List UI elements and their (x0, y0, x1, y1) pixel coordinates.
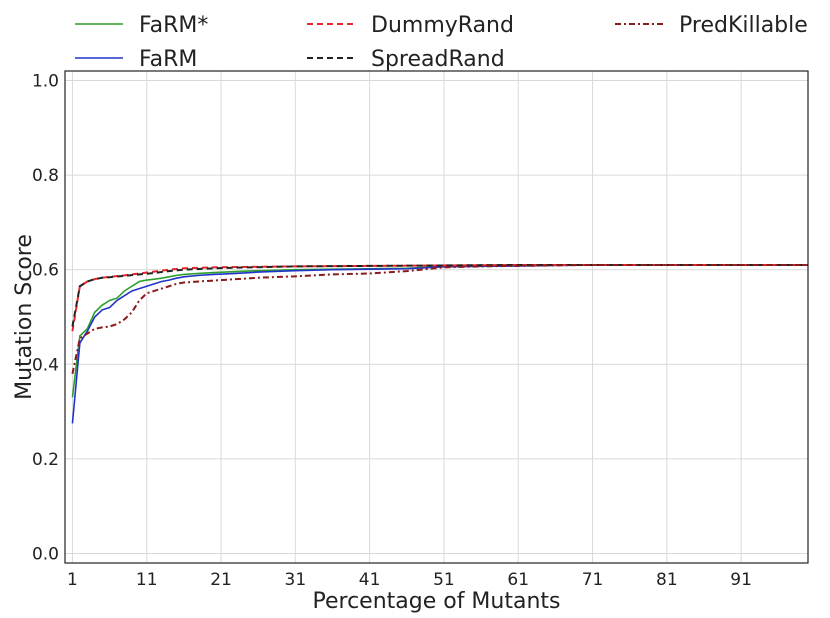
x-tick-label: 11 (136, 570, 158, 590)
series-line-predkillable (71, 263, 808, 374)
x-tick-label: 41 (359, 570, 381, 590)
x-tick-label: 21 (210, 570, 232, 590)
series-line-spreadrand (71, 263, 808, 327)
y-axis-title: Mutation Score (12, 234, 37, 400)
x-tick-label: 31 (285, 570, 307, 590)
y-tick-labels: 0.0 0.2 0.4 0.6 0.8 1.0 (32, 71, 59, 564)
legend-item: FaRM* (75, 13, 208, 38)
y-tick-label: 0.4 (32, 355, 59, 375)
y-tick-label: 0.0 (32, 545, 59, 565)
y-tick-label: 0.6 (32, 261, 59, 281)
legend-label: FaRM* (139, 13, 208, 38)
y-tick-label: 1.0 (32, 71, 59, 91)
plot-area-frame (64, 70, 809, 564)
legend-item: PredKillable (615, 13, 808, 38)
legend: FaRM* FaRM DummyRand SpreadRand PredKillable (75, 13, 808, 72)
x-tick-label: 51 (433, 570, 455, 590)
x-tick-label: 71 (582, 570, 604, 590)
legend-label: FaRM (139, 47, 197, 72)
legend-label: PredKillable (679, 13, 808, 38)
x-tick-labels: 1 11 21 31 41 51 61 71 81 91 (67, 570, 752, 590)
y-tick-label: 0.2 (32, 450, 59, 470)
x-tick-label: 61 (507, 570, 529, 590)
legend-label: DummyRand (371, 13, 514, 38)
series-line-farm (71, 264, 808, 398)
legend-item: SpreadRand (307, 47, 505, 72)
x-axis-title: Percentage of Mutants (312, 589, 560, 614)
x-tick-label: 91 (730, 570, 752, 590)
x-tick-label: 81 (656, 570, 678, 590)
series-lines (71, 263, 808, 424)
series-line-farm (71, 264, 808, 424)
legend-item: DummyRand (307, 13, 514, 38)
grid (65, 71, 808, 563)
x-tick-label: 1 (67, 570, 78, 590)
legend-item: FaRM (75, 47, 197, 72)
legend-label: SpreadRand (371, 47, 505, 72)
y-tick-label: 0.8 (32, 166, 59, 186)
